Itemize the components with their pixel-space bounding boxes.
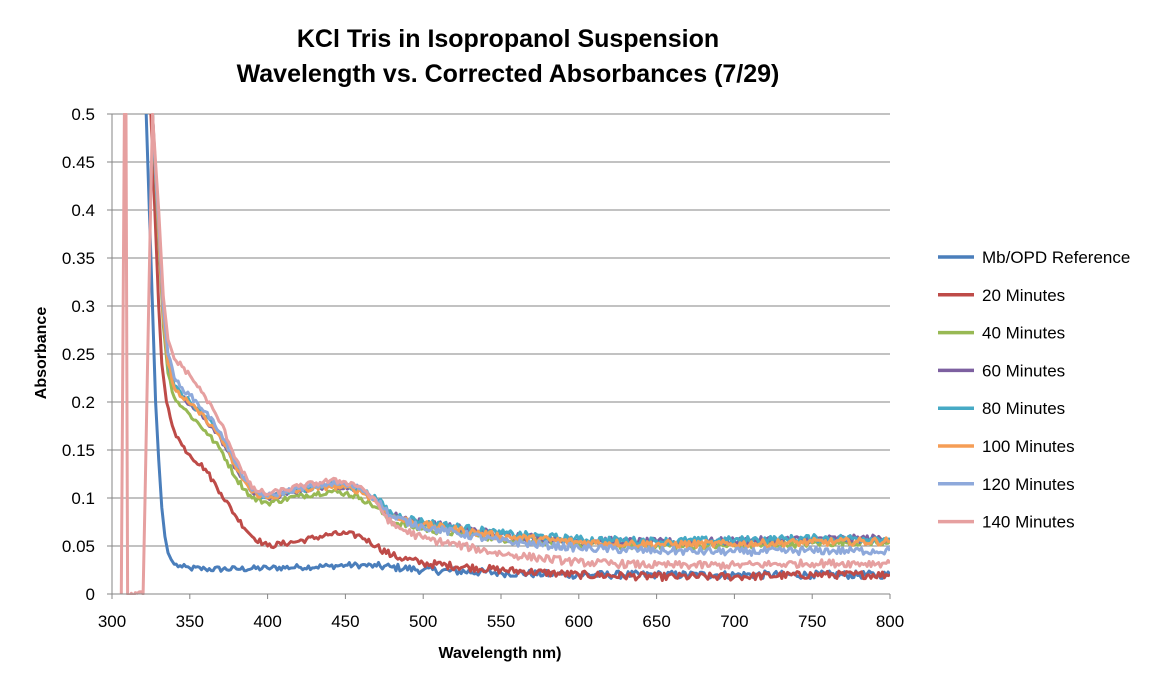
legend-label: 80 Minutes (982, 399, 1065, 418)
chart-title-line-1: KCl Tris in Isopropanol Suspension (297, 25, 719, 53)
legend-label: 40 Minutes (982, 324, 1065, 343)
x-tick-label: 550 (487, 612, 515, 631)
x-tick-label: 500 (409, 612, 437, 631)
series-line-1 (149, 113, 890, 582)
legend-label: 100 Minutes (982, 437, 1075, 456)
y-tick-label: 0.05 (62, 537, 95, 556)
x-tick-label: 750 (798, 612, 826, 631)
series-line-2 (151, 113, 890, 552)
series-line-6 (151, 113, 890, 557)
series-line-7 (119, 113, 890, 595)
y-tick-label: 0 (86, 585, 95, 604)
y-tick-label: 0.25 (62, 345, 95, 364)
x-tick-label: 600 (565, 612, 593, 631)
series-line-3 (151, 113, 890, 547)
legend-label: 20 Minutes (982, 286, 1065, 305)
tick-labels: 0 0.05 0.1 0.15 0.2 0.25 0.3 0.35 0.4 0.45 0.5 300 3… (62, 105, 904, 631)
y-tick-label: 0.1 (71, 489, 95, 508)
x-tick-label: 800 (876, 612, 904, 631)
x-tick-label: 350 (176, 612, 204, 631)
y-tick-label: 0.35 (62, 249, 95, 268)
y-tick-label: 0.45 (62, 153, 95, 172)
chart-title-line-2: Wavelength vs. Corrected Absorbances (7/… (237, 60, 780, 88)
y-tick-label: 0.15 (62, 441, 95, 460)
x-tick-label: 400 (253, 612, 281, 631)
x-axis-title: Wavelength nm) (439, 645, 562, 662)
x-tick-label: 700 (720, 612, 748, 631)
legend-label: 60 Minutes (982, 361, 1065, 380)
y-tick-label: 0.4 (71, 201, 95, 220)
legend: Mb/OPD Reference 20 Minutes 40 Minutes 60 M… (938, 248, 1130, 532)
y-tick-label: 0.3 (71, 297, 95, 316)
series-line-5 (151, 113, 890, 550)
series-line-0 (144, 113, 890, 581)
legend-label: Mb/OPD Reference (982, 248, 1130, 267)
x-tick-label: 650 (642, 612, 670, 631)
x-tick-label: 450 (331, 612, 359, 631)
x-tick-label: 300 (98, 612, 126, 631)
plot-area (119, 113, 890, 595)
y-tick-label: 0.5 (71, 105, 95, 124)
y-axis-title: Absorbance (33, 307, 50, 400)
legend-label: 140 Minutes (982, 513, 1075, 532)
y-tick-label: 0.2 (71, 393, 95, 412)
grid (112, 113, 890, 547)
legend-label: 120 Minutes (982, 475, 1075, 494)
series-line-4 (151, 113, 890, 547)
axes (107, 113, 891, 599)
